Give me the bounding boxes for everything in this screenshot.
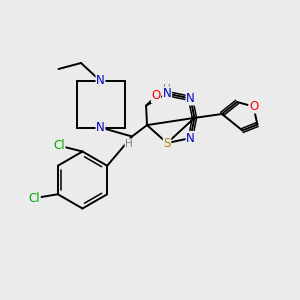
Text: O: O (152, 89, 160, 103)
Text: S: S (164, 136, 171, 150)
Text: N: N (163, 87, 172, 100)
Text: N: N (96, 74, 105, 88)
Text: N: N (96, 121, 105, 134)
Text: Cl: Cl (53, 139, 65, 152)
Text: N: N (186, 92, 195, 105)
Text: H: H (125, 139, 133, 149)
Text: Cl: Cl (28, 192, 40, 205)
Text: O: O (249, 100, 258, 113)
Text: N: N (186, 131, 195, 145)
Text: H: H (163, 83, 170, 94)
